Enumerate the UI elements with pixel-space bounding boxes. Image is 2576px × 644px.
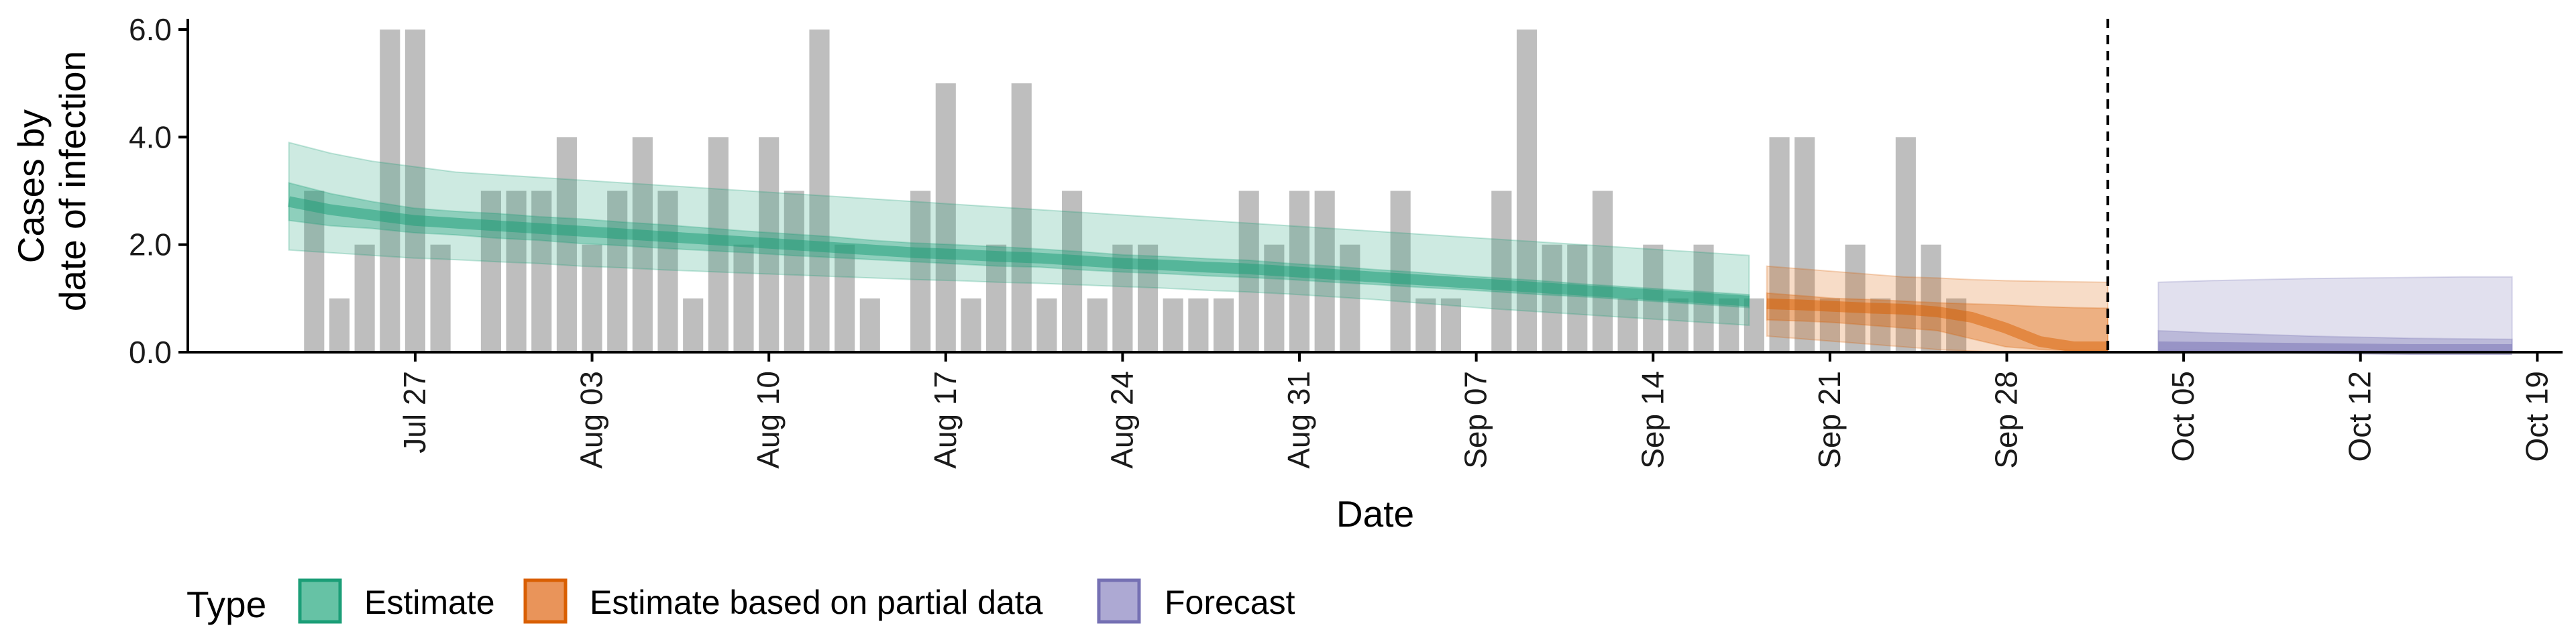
reported-case-bar <box>430 244 451 352</box>
y-tick-label: 4.0 <box>129 119 172 154</box>
reported-case-bar <box>582 244 602 352</box>
reported-case-bar <box>1794 137 1815 352</box>
x-tick-label: Sep 07 <box>1458 371 1493 469</box>
x-tick-label: Oct 12 <box>2343 371 2377 462</box>
x-tick-label: Oct 19 <box>2519 371 2554 462</box>
reported-case-bar <box>354 244 375 352</box>
y-tick-label: 0.0 <box>129 335 172 370</box>
reported-case-bar <box>961 298 981 352</box>
reported-case-bar <box>632 137 653 352</box>
reported-case-bar <box>1743 298 1764 352</box>
median-line-1 <box>1766 298 2108 352</box>
reported-case-bar <box>1264 244 1285 352</box>
reported-case-bar <box>531 191 552 352</box>
reported-case-bar <box>835 244 855 352</box>
reported-case-bar <box>1617 298 1638 352</box>
reported-case-bar <box>1592 191 1613 352</box>
reported-case-bar <box>1668 298 1688 352</box>
reported-case-bar <box>1036 298 1057 352</box>
reported-case-bar <box>859 298 880 352</box>
x-tick-label: Aug 10 <box>751 371 786 469</box>
x-tick-label: Sep 28 <box>1989 371 2024 469</box>
y-axis-label-line-2: date of infection <box>52 51 93 311</box>
median-line-2 <box>2158 341 2512 355</box>
reported-case-bar <box>329 298 350 352</box>
x-axis: Jul 27 Aug 03 Aug 10 Aug 17 Aug 24 Aug 31 Sep … <box>397 352 2554 469</box>
reported-case-bar <box>1491 191 1512 352</box>
x-tick-label: Aug 03 <box>574 371 609 469</box>
reported-case-bar <box>809 30 830 352</box>
reported-case-bar <box>1516 30 1538 352</box>
reported-case-bar <box>910 191 931 352</box>
x-tick-label: Oct 05 <box>2165 371 2200 462</box>
x-tick-label: Aug 31 <box>1281 371 1316 469</box>
x-tick-label: Jul 27 <box>397 371 432 453</box>
legend-label-partial: Estimate based on partial data <box>590 584 1043 621</box>
y-axis: 0.0 2.0 4.0 6.0 <box>129 12 188 370</box>
reported-case-bar <box>1188 298 1209 352</box>
estimate-bands <box>288 142 2513 355</box>
reported-case-bar <box>1163 298 1183 352</box>
reported-case-bar <box>733 244 754 352</box>
legend-label-forecast: Forecast <box>1165 584 1295 621</box>
reported-case-bar <box>1087 298 1108 352</box>
x-axis-label: Date <box>1336 493 1414 535</box>
reported-case-bar <box>935 83 956 353</box>
reported-case-bar <box>380 30 400 352</box>
reported-case-bar <box>784 191 804 352</box>
reported-case-bar <box>1062 191 1083 352</box>
legend: Type Estimate Estimate based on partial … <box>186 578 1295 625</box>
y-axis-label-line-1: Cases by <box>10 109 52 264</box>
y-axis-label: Cases by date of infection <box>10 51 93 311</box>
x-tick-label: Aug 17 <box>928 371 963 469</box>
reported-case-bar <box>556 137 577 352</box>
reported-case-bar <box>405 30 425 352</box>
reported-case-bar <box>1719 298 1739 352</box>
reported-case-bar <box>1895 137 1916 352</box>
reported-case-bar <box>683 298 704 352</box>
reported-case-bar <box>1769 137 1790 352</box>
x-tick-label: Sep 14 <box>1635 371 1670 469</box>
reported-case-bar <box>1390 191 1411 352</box>
y-tick-label: 2.0 <box>129 227 172 262</box>
reported-case-bar <box>986 244 1007 352</box>
reported-case-bar <box>1946 298 1967 352</box>
reported-case-bar <box>1845 244 1866 352</box>
legend-title: Type <box>186 584 266 625</box>
y-tick-label: 6.0 <box>129 12 172 47</box>
legend-key-forecast <box>1097 578 1141 624</box>
x-tick-label: Aug 24 <box>1104 371 1139 469</box>
reported-case-bar <box>657 191 678 352</box>
reported-case-bar <box>1440 298 1462 352</box>
median-line-0 <box>288 196 1750 307</box>
reported-case-bar <box>304 191 325 352</box>
reported-case-bar <box>1340 244 1360 352</box>
reported-case-bar <box>506 191 527 352</box>
reported-case-bar <box>1542 244 1562 352</box>
legend-label-estimate: Estimate <box>364 584 495 621</box>
reported-case-bar <box>480 191 501 352</box>
legend-key-estimate <box>298 578 342 624</box>
x-tick-label: Sep 21 <box>1812 371 1847 469</box>
reported-case-bar <box>1567 244 1588 352</box>
reported-case-bar <box>1011 83 1032 353</box>
reported-case-bar <box>607 191 628 352</box>
reported-case-bar <box>1921 244 1941 352</box>
reported-case-bar <box>1415 298 1436 352</box>
reported-case-bar <box>1213 298 1234 352</box>
legend-key-partial <box>523 578 568 624</box>
